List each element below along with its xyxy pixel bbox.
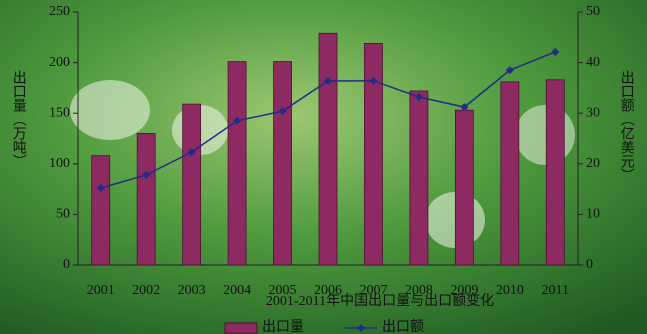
bar [136, 133, 156, 266]
x-tick-label: 2005 [269, 283, 297, 298]
y2-tick-label: 20 [586, 156, 600, 171]
chart-title: 2001-2011年中国出口量与出口额变化 [266, 293, 494, 309]
y-tick-label: 150 [49, 105, 70, 120]
flower [515, 105, 575, 165]
x-tick-label: 2004 [223, 283, 251, 298]
marker [505, 66, 514, 75]
marker [369, 76, 378, 85]
bar [91, 155, 111, 266]
bar [364, 42, 383, 266]
y2-tick-label: 50 [586, 4, 600, 19]
flower [70, 80, 150, 140]
y2-tick-label: 40 [586, 55, 600, 70]
bar [545, 79, 565, 266]
y-tick-label: 50 [56, 207, 70, 222]
y2-tick-label: 30 [586, 105, 600, 120]
x-tick-label: 2002 [132, 283, 160, 298]
marker [233, 116, 242, 125]
marker [187, 148, 196, 157]
y-tick-label: 100 [49, 156, 70, 171]
bar [454, 109, 474, 266]
marker [551, 47, 560, 56]
bar [227, 61, 247, 266]
bar [318, 32, 338, 266]
x-tick-label: 2007 [359, 283, 387, 298]
bar [500, 81, 520, 266]
y-axis-label: 出口量（万吨） [11, 70, 27, 168]
y-tick-label: 0 [63, 257, 70, 272]
bar [409, 90, 429, 266]
marker [142, 170, 151, 179]
x-tick-label: 2006 [314, 283, 342, 298]
legend-label: 出口额 [382, 319, 424, 334]
x-tick-label: 2001 [87, 283, 115, 298]
y-tick-label: 250 [49, 4, 70, 19]
x-tick-label: 2009 [450, 283, 478, 298]
x-tick-label: 2011 [542, 283, 569, 298]
legend-label: 出口量 [262, 319, 304, 334]
bar [182, 103, 202, 266]
marker [278, 107, 287, 116]
marker [96, 184, 105, 193]
bar [273, 61, 292, 266]
marker [460, 103, 469, 112]
x-tick-label: 2003 [178, 283, 206, 298]
x-tick-label: 2008 [405, 283, 433, 298]
y2-tick-label: 0 [586, 257, 593, 272]
marker [324, 76, 332, 85]
y2-axis-label: 出口额（亿美元） [619, 70, 635, 182]
legend-swatch [224, 322, 258, 334]
y-tick-label: 200 [49, 55, 70, 70]
marker [414, 93, 423, 102]
y2-tick-label: 10 [586, 207, 600, 222]
legend-marker [357, 324, 365, 332]
x-tick-label: 2010 [496, 283, 524, 298]
